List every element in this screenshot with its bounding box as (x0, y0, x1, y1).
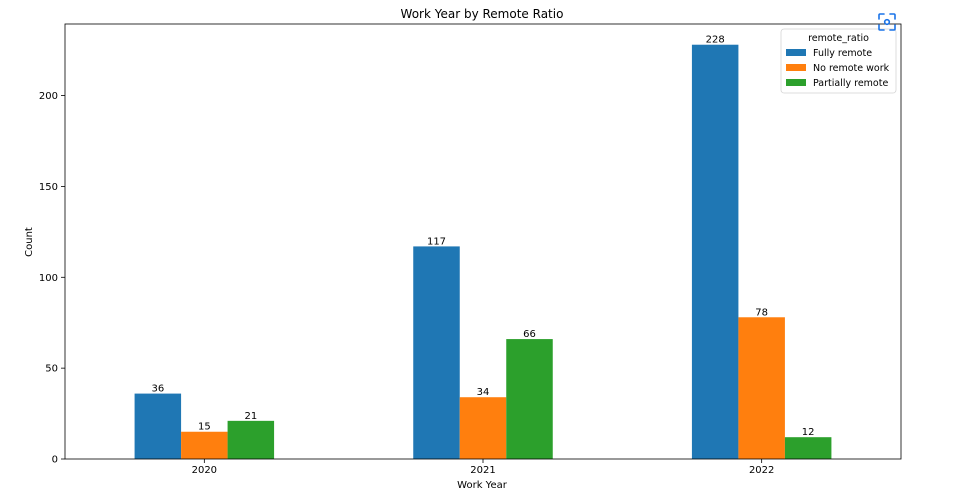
bar (738, 317, 785, 459)
focus-capture-icon (878, 13, 896, 31)
bar (227, 420, 275, 459)
data-label: 117 (427, 236, 446, 247)
bar (181, 431, 228, 459)
x-tick-label: 2021 (470, 465, 495, 476)
legend-swatch (786, 64, 806, 71)
legend-entry: No remote work (813, 63, 890, 74)
y-axis-label: Count (24, 227, 35, 257)
data-label: 66 (523, 329, 536, 340)
bar (784, 437, 832, 459)
x-tick-label: 2022 (749, 465, 774, 476)
bar (506, 339, 553, 459)
data-label: 34 (477, 387, 490, 398)
bar (134, 393, 182, 459)
legend-frame (780, 28, 897, 94)
chart-title: Work Year by Remote Ratio (401, 7, 564, 21)
data-label: 12 (802, 427, 815, 438)
x-axis-label: Work Year (457, 480, 508, 489)
y-tick-label: 150 (39, 182, 58, 193)
y-tick-label: 100 (39, 273, 58, 284)
legend-title: remote_ratio (808, 33, 869, 44)
legend: remote_ratio Fully remote No remote work Pa… (780, 28, 897, 94)
axes-layer: 0 50 100 150 200 2020 2021 2022 (39, 23, 902, 476)
data-label: 36 (151, 384, 164, 395)
bar (691, 44, 739, 459)
data-labels-layer: 36 15 21 117 34 66 228 78 12 (151, 35, 814, 438)
bars-layer (134, 44, 832, 459)
data-label: 15 (198, 422, 211, 433)
y-tick-label: 50 (45, 364, 58, 375)
legend-entry: Fully remote (813, 48, 872, 59)
bar (459, 397, 507, 459)
y-tick-label: 200 (39, 91, 58, 102)
y-tick-label: 0 (52, 455, 58, 466)
bar (413, 246, 460, 459)
legend-swatch (786, 79, 806, 86)
focus-capture-button[interactable] (876, 11, 898, 33)
data-label: 78 (755, 307, 768, 318)
legend-entry: Partially remote (813, 78, 888, 89)
x-tick-label: 2020 (192, 465, 217, 476)
legend-swatch (786, 49, 806, 56)
data-label: 21 (244, 411, 257, 422)
data-label: 228 (706, 35, 725, 46)
